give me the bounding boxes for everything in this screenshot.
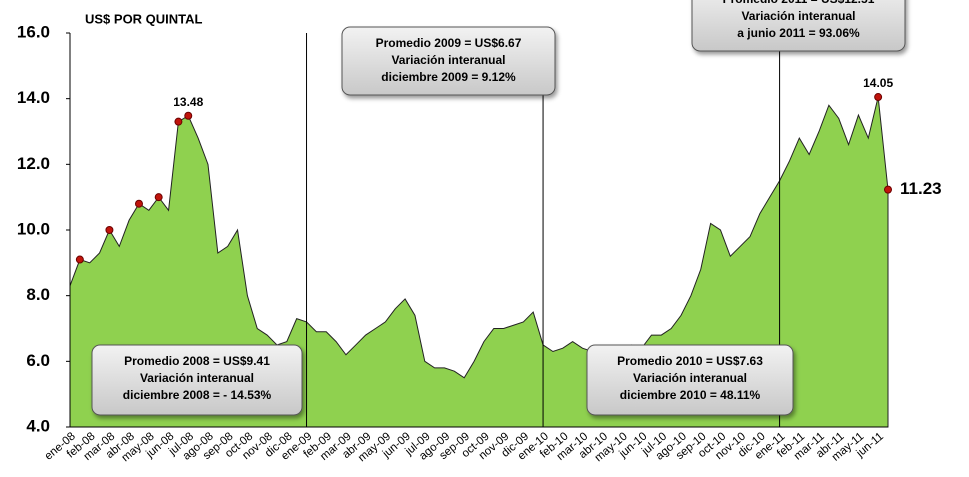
annotation-text: Promedio 2009 = US$6.67: [376, 36, 522, 50]
highlight-dot: [184, 111, 193, 120]
y-tick-label: 8.0: [26, 285, 50, 304]
highlight-dot: [884, 185, 892, 194]
annotation-box: Promedio 2008 = US$9.41 Variación interan…: [91, 344, 303, 416]
annotation-text: Variación interanual: [140, 371, 254, 385]
box-bg: [691, 0, 906, 52]
annotation-text: Promedio 2010 = US$7.63: [617, 354, 763, 368]
highlight-dot: [134, 199, 143, 208]
box-bg: [586, 344, 794, 416]
highlight-dot: [154, 193, 163, 202]
annotation-text: diciembre 2008 = - 14.53%: [123, 388, 272, 402]
annotation-box: Promedio 2011 = US$12.51 Variación intera…: [691, 0, 906, 52]
annotation-text: Variación interanual: [741, 9, 855, 23]
value-label: 13.48: [173, 95, 203, 109]
annotation-text: a junio 2011 = 93.06%: [737, 26, 860, 40]
value-label: 14.05: [863, 76, 893, 90]
y-tick-label: 4.0: [26, 416, 50, 435]
value-label: 11.23: [900, 179, 942, 198]
annotation-text: Variación interanual: [633, 371, 747, 385]
y-tick-label: 6.0: [26, 351, 50, 370]
y-tick-label: 14.0: [17, 88, 50, 107]
highlight-dot: [874, 93, 883, 102]
highlight-dot: [75, 255, 84, 264]
annotation-text: Promedio 2011 = US$12.51: [723, 0, 875, 6]
highlight-dot: [174, 117, 183, 126]
box-bg: [91, 344, 303, 416]
annotation-box: Promedio 2010 = US$7.63 Variación interan…: [586, 344, 794, 416]
box-bg: [341, 26, 556, 96]
annotation-box: Promedio 2009 = US$6.67 Variación interan…: [341, 26, 556, 96]
annotation-text: Variación interanual: [391, 53, 505, 67]
y-axis-label: US$ POR QUINTAL: [85, 11, 203, 26]
annotation-text: diciembre 2010 = 48.11%: [620, 388, 761, 402]
y-tick-label: 16.0: [17, 22, 50, 41]
annotation-text: diciembre 2009 = 9.12%: [381, 70, 516, 84]
y-tick-label: 12.0: [17, 154, 50, 173]
annotation-text: Promedio 2008 = US$9.41: [124, 354, 270, 368]
highlight-dot: [105, 226, 114, 234]
y-tick-label: 10.0: [17, 219, 50, 238]
